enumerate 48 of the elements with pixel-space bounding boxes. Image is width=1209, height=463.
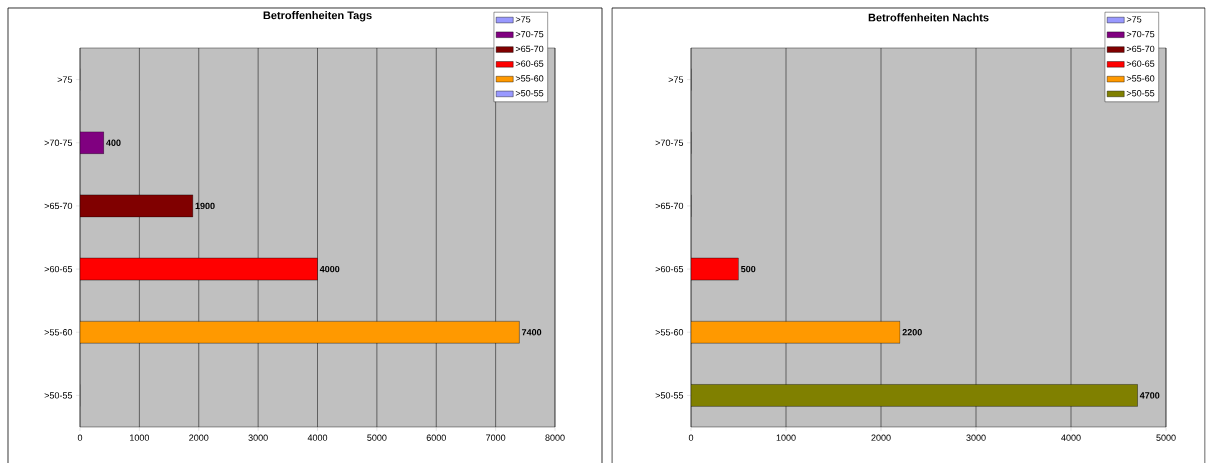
x-tick-label: 4000 bbox=[307, 434, 328, 441]
x-tick-label: 2000 bbox=[189, 434, 209, 441]
legend-label: >60-65 bbox=[515, 60, 544, 67]
legend-label: >55-60 bbox=[1126, 75, 1155, 82]
legend-label: >70-75 bbox=[515, 30, 544, 38]
legend-label: >70-75 bbox=[1126, 30, 1155, 38]
x-tick-label: 3000 bbox=[966, 434, 986, 441]
data-label: 4000 bbox=[319, 265, 340, 273]
y-tick-label: >60-65 bbox=[44, 265, 73, 273]
x-tick-label: 8000 bbox=[545, 434, 565, 441]
y-tick-label: >75 bbox=[668, 76, 684, 83]
data-label: 4700 bbox=[1139, 392, 1160, 399]
x-tick-label: 4000 bbox=[1061, 434, 1081, 441]
legend-label: >75 bbox=[1126, 16, 1142, 23]
data-label: 1900 bbox=[195, 202, 215, 210]
legend-label: >60-65 bbox=[1126, 60, 1155, 67]
data-label: 7400 bbox=[521, 329, 542, 336]
x-tick-label: 7000 bbox=[486, 434, 506, 441]
y-tick-label: >50-55 bbox=[44, 392, 73, 399]
y-tick-label: >70-75 bbox=[44, 139, 73, 146]
x-tick-label: 3000 bbox=[248, 434, 268, 441]
x-tick-label: 5000 bbox=[1156, 434, 1176, 441]
data-label: 2200 bbox=[902, 329, 922, 336]
y-tick-label: >60-65 bbox=[655, 265, 684, 273]
x-tick-label: 1000 bbox=[776, 434, 796, 441]
legend-label: >50-55 bbox=[1126, 90, 1155, 97]
legend-label: >55-60 bbox=[515, 75, 544, 82]
legend-label: >65-70 bbox=[515, 45, 544, 53]
y-tick-label: >55-60 bbox=[655, 329, 684, 336]
y-tick-label: >50-55 bbox=[655, 392, 684, 399]
x-tick-label: 0 bbox=[77, 434, 83, 441]
x-tick-label: 5000 bbox=[367, 434, 387, 441]
y-tick-label: >55-60 bbox=[44, 329, 73, 336]
chart-title: Betroffenheiten Tags bbox=[263, 11, 372, 22]
chart-title: Betroffenheiten Nachts bbox=[868, 13, 989, 22]
y-tick-label: >70-75 bbox=[655, 139, 684, 146]
legend-label: >65-70 bbox=[1126, 45, 1155, 53]
legend-label: >75 bbox=[515, 16, 531, 23]
data-label: 400 bbox=[106, 139, 121, 146]
y-tick-label: >65-70 bbox=[655, 202, 684, 210]
x-tick-label: 6000 bbox=[426, 434, 446, 441]
x-tick-label: 1000 bbox=[130, 434, 150, 441]
y-tick-label: >75 bbox=[57, 76, 73, 83]
y-tick-label: >65-70 bbox=[44, 202, 73, 210]
data-label: 500 bbox=[740, 265, 756, 273]
x-tick-label: 0 bbox=[688, 434, 694, 441]
x-tick-label: 2000 bbox=[871, 434, 891, 441]
legend-label: >50-55 bbox=[515, 90, 544, 97]
